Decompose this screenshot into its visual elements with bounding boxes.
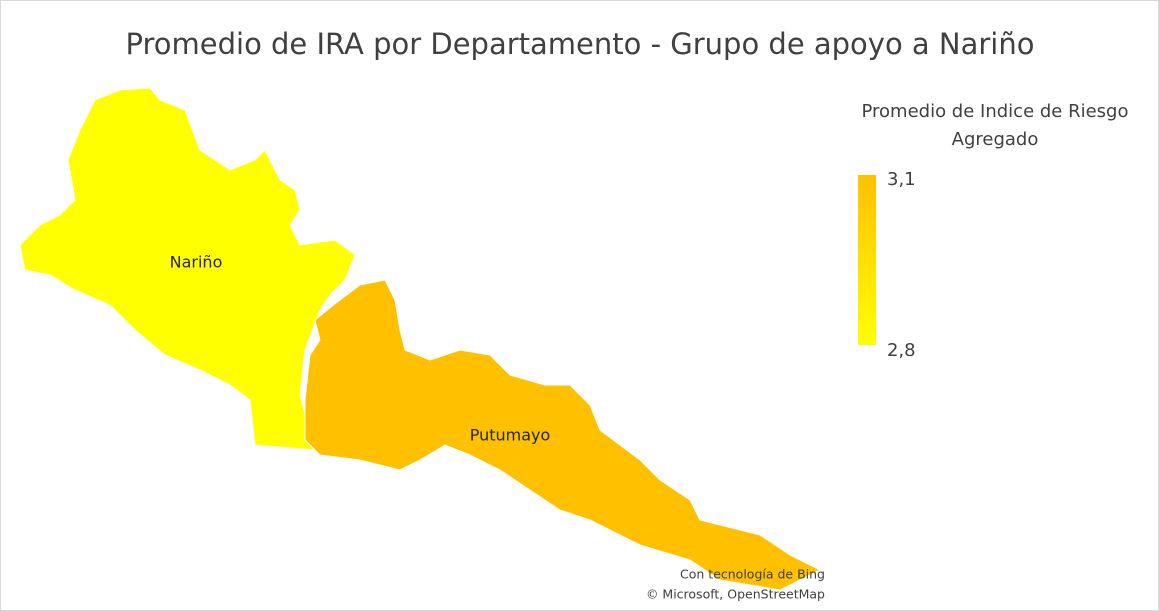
scale-tick-label: 3,1 [887,169,916,190]
legend-title: Promedio de Indice de Riesgo Agregado [861,101,1129,150]
credit: Con tecnología de Bing [680,567,825,582]
chart-title: Promedio de IRA por Departamento - Grupo… [126,27,1035,61]
credit: © Microsoft, OpenStreetMap [646,587,825,602]
scale-tick-label: 2,8 [887,340,916,361]
region [304,279,822,591]
region [19,87,356,451]
region-label: Putumayo [470,426,551,445]
color-scale-bar [858,175,876,345]
region-label: Nariño [170,253,223,272]
